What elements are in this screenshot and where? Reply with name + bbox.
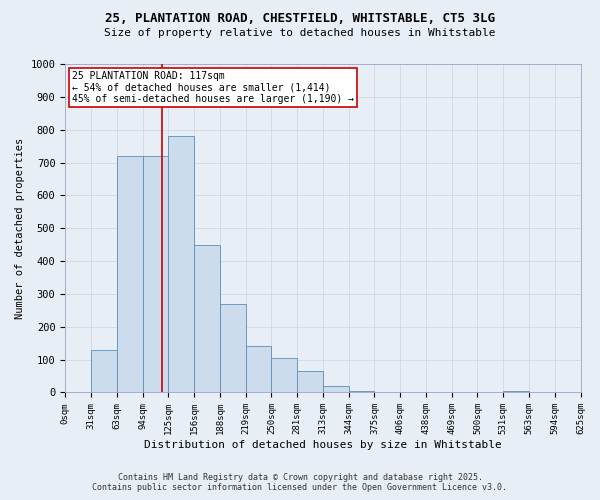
Y-axis label: Number of detached properties: Number of detached properties [15, 138, 25, 319]
Bar [246, 346, 271, 393]
Text: 25, PLANTATION ROAD, CHESTFIELD, WHITSTABLE, CT5 3LG: 25, PLANTATION ROAD, CHESTFIELD, WHITSTA… [105, 12, 495, 26]
Bar [91, 350, 117, 393]
Bar [194, 244, 220, 392]
Bar [169, 136, 194, 392]
Bar [323, 386, 349, 392]
Bar [297, 371, 323, 392]
Text: 25 PLANTATION ROAD: 117sqm
← 54% of detached houses are smaller (1,414)
45% of s: 25 PLANTATION ROAD: 117sqm ← 54% of deta… [72, 70, 354, 104]
Bar [503, 391, 529, 392]
Text: Size of property relative to detached houses in Whitstable: Size of property relative to detached ho… [104, 28, 496, 38]
Bar [271, 358, 297, 392]
Bar [349, 391, 374, 392]
Bar [117, 156, 143, 392]
Text: Contains HM Land Registry data © Crown copyright and database right 2025.
Contai: Contains HM Land Registry data © Crown c… [92, 473, 508, 492]
Bar [143, 156, 169, 392]
Bar [220, 304, 246, 392]
X-axis label: Distribution of detached houses by size in Whitstable: Distribution of detached houses by size … [144, 440, 502, 450]
